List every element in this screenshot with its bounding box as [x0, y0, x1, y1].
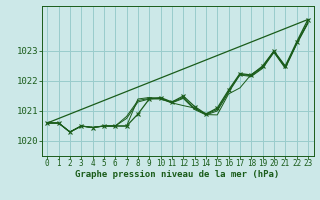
X-axis label: Graphe pression niveau de la mer (hPa): Graphe pression niveau de la mer (hPa): [76, 170, 280, 179]
